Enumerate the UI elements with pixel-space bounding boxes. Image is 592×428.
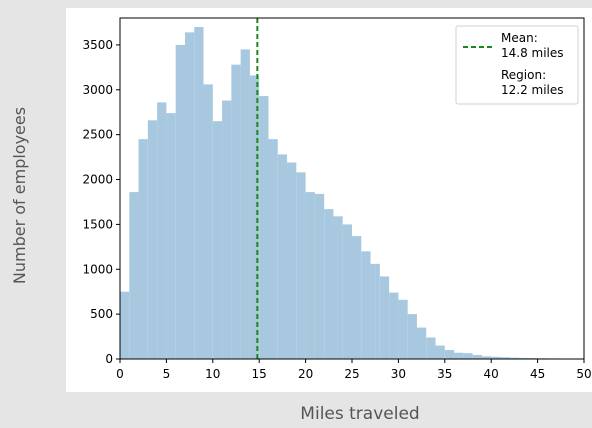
histogram-bar: [463, 353, 473, 359]
x-tick-label: 25: [344, 367, 359, 381]
histogram-bar: [407, 314, 417, 359]
histogram-bar: [203, 84, 213, 359]
histogram-bar: [375, 263, 380, 359]
histogram-bar: [314, 193, 325, 359]
histogram-bar: [509, 357, 520, 359]
histogram-bar: [361, 251, 371, 359]
legend: Mean: 14.8 miles Region: 12.2 miles: [455, 25, 579, 105]
x-tick-label: 5: [163, 367, 171, 381]
x-tick-label: 30: [391, 367, 406, 381]
histogram-bar: [287, 162, 297, 359]
bars-group: [120, 26, 584, 360]
histogram-bar: [472, 354, 482, 359]
histogram-bar: [444, 350, 455, 359]
legend-mean-label-line2: 14.8 miles: [501, 46, 564, 60]
histogram-bar: [194, 26, 204, 359]
histogram-bar: [481, 356, 492, 359]
legend-mean-label-line1: Mean:: [501, 31, 538, 45]
x-tick-label: 20: [298, 367, 313, 381]
histogram-bar: [296, 172, 306, 359]
histogram-bar: [120, 291, 130, 359]
y-tick-label: 1500: [82, 217, 113, 231]
histogram-bar: [138, 139, 148, 359]
legend-region-label-line2: 12.2 miles: [501, 83, 564, 97]
histogram-bar: [370, 263, 376, 359]
histogram-bar: [491, 356, 501, 359]
y-tick-label: 2500: [82, 128, 113, 142]
histogram-bar: [426, 337, 436, 359]
histogram-bar: [305, 192, 315, 359]
histogram-bar: [212, 121, 223, 360]
histogram-bar: [268, 139, 278, 359]
histogram-bar: [175, 44, 185, 359]
y-tick-label: 0: [105, 352, 113, 366]
histogram-bar: [435, 345, 445, 359]
histogram-bar: [519, 357, 529, 359]
histogram-bar: [352, 236, 362, 359]
histogram-bar: [231, 64, 241, 360]
x-tick-label: 35: [437, 367, 452, 381]
y-tick-label: 3500: [82, 38, 113, 52]
histogram-bar: [166, 113, 176, 359]
y-tick-label: 2000: [82, 173, 113, 187]
histogram-bar: [454, 352, 464, 359]
histogram-bar: [222, 100, 232, 359]
histogram-bar: [333, 216, 343, 359]
histogram-bar: [277, 154, 288, 359]
histogram-bar: [240, 49, 250, 359]
x-tick-label: 0: [116, 367, 124, 381]
histogram-bar: [342, 224, 352, 359]
x-tick-label: 50: [576, 367, 591, 381]
histogram-bar: [259, 96, 269, 360]
histogram-bar: [416, 327, 427, 359]
legend-box: [455, 25, 579, 105]
x-tick-label: 15: [252, 367, 267, 381]
x-axis-title: Miles traveled: [300, 404, 420, 424]
y-tick-label: 1000: [82, 262, 113, 276]
histogram-bar: [500, 357, 510, 359]
y-tick-label: 500: [90, 307, 113, 321]
histogram-bar: [389, 292, 399, 359]
histogram-bar: [379, 276, 390, 359]
histogram-bar: [249, 75, 260, 359]
histogram-bar: [324, 209, 334, 359]
x-tick-label: 10: [205, 367, 220, 381]
histogram-bar: [398, 299, 408, 359]
axes-group: 0 500 1000 1500 2000 2500 3000 3500 0 5 10 15 20 25 30…: [82, 17, 592, 381]
histogram-bar: [147, 120, 158, 359]
legend-region-label-line1: Region:: [501, 68, 546, 82]
x-tick-label: 40: [484, 367, 499, 381]
x-tick-label: 45: [530, 367, 545, 381]
histogram-bar: [129, 192, 139, 359]
histogram-bar: [184, 32, 195, 359]
y-tick-label: 3000: [82, 83, 113, 97]
histogram-bar: [157, 102, 167, 359]
